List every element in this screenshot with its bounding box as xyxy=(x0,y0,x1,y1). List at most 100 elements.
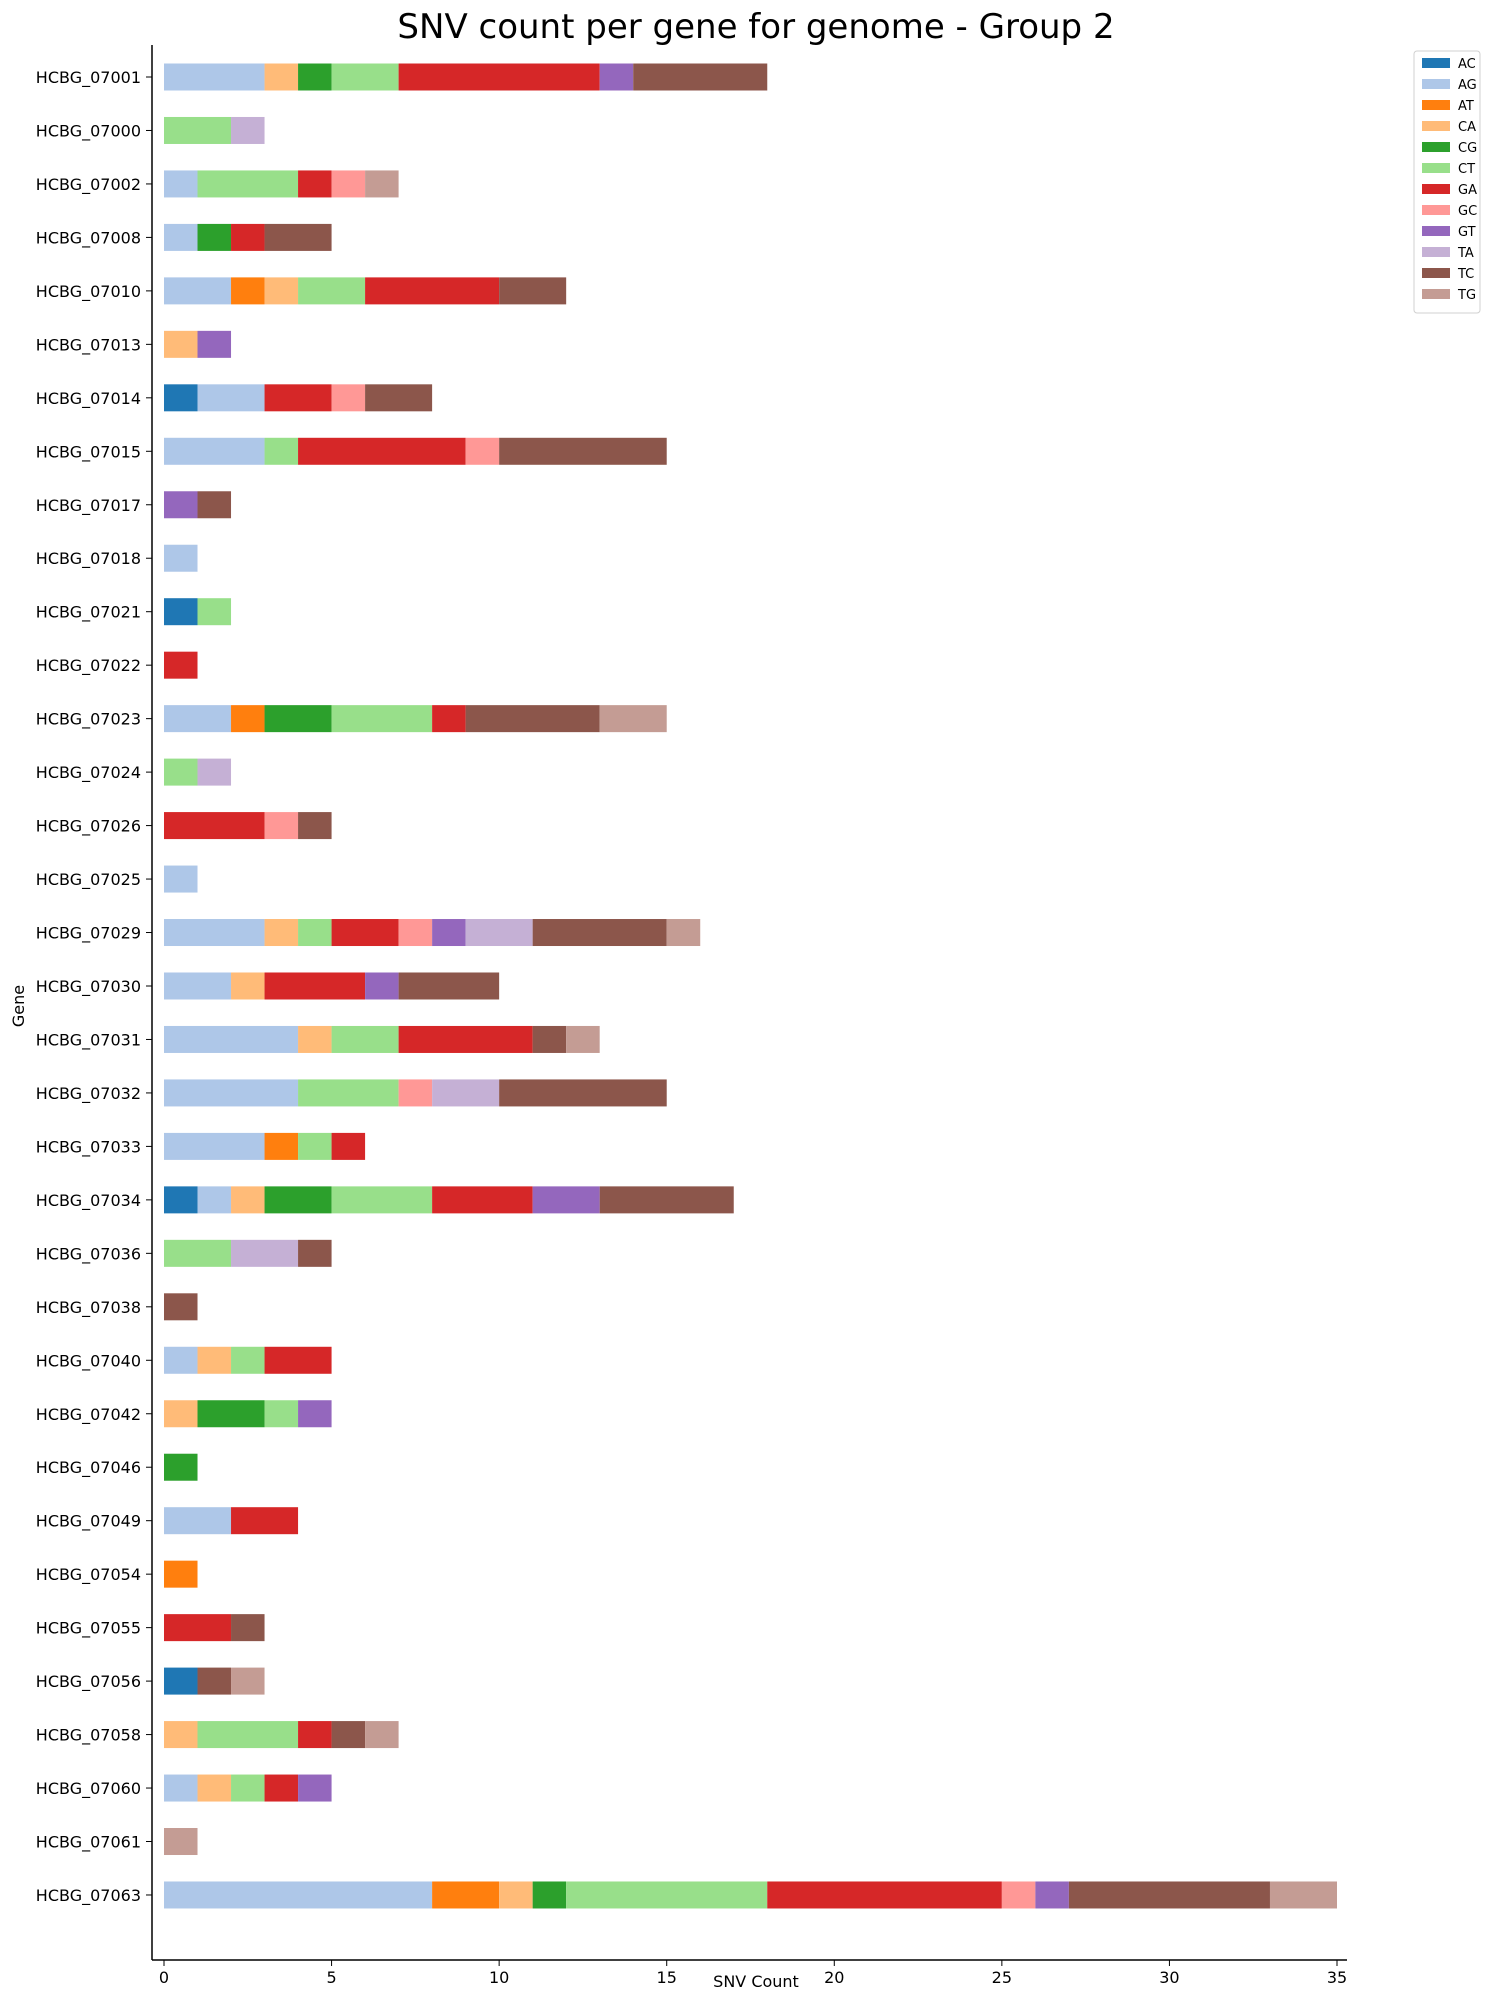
y-tick-label: HCBG_07063 xyxy=(36,1886,141,1906)
bar-segment-HCBG_07058-TC xyxy=(331,1721,366,1749)
bar-segment-HCBG_07010-CT xyxy=(298,277,366,305)
y-tick-label: HCBG_07034 xyxy=(36,1191,141,1211)
y-tick-label: HCBG_07038 xyxy=(36,1298,141,1318)
y-tick-label: HCBG_07036 xyxy=(36,1244,141,1264)
bar-segment-HCBG_07001-CA xyxy=(264,63,299,91)
bar-segment-HCBG_07055-GA xyxy=(164,1614,232,1642)
bar-segment-HCBG_07063-CG xyxy=(532,1881,567,1909)
bar-segment-HCBG_07031-AG xyxy=(164,1025,299,1053)
bar-segment-HCBG_07008-TC xyxy=(264,223,332,251)
legend-swatch-GT xyxy=(1422,226,1450,236)
y-tick-label: HCBG_07022 xyxy=(36,656,141,676)
bar-segment-HCBG_07023-AG xyxy=(164,705,232,733)
legend-swatch-CT xyxy=(1422,163,1450,173)
bar-segment-HCBG_07008-CG xyxy=(197,223,232,251)
legend-swatch-AG xyxy=(1422,79,1450,89)
x-axis-ticks: 0 5 10 15 20 25 30 35 xyxy=(159,1960,1347,1987)
y-tick-label: HCBG_07031 xyxy=(36,1030,141,1050)
bar-segment-HCBG_07029-TG xyxy=(666,919,701,947)
y-tick-label: HCBG_07040 xyxy=(36,1351,141,1371)
bar-segment-HCBG_07031-CT xyxy=(331,1025,399,1053)
bar-segment-HCBG_07023-GA xyxy=(432,705,466,733)
bar-segment-HCBG_07034-CA xyxy=(231,1186,265,1214)
bar-segment-HCBG_07063-GA xyxy=(767,1881,1002,1909)
bar-segment-HCBG_07063-TG xyxy=(1269,1881,1337,1909)
bar-segment-HCBG_07060-CA xyxy=(197,1774,232,1802)
bar-segment-HCBG_07002-CT xyxy=(197,170,299,198)
y-tick-label: HCBG_07014 xyxy=(36,389,141,409)
legend-swatch-GC xyxy=(1422,205,1450,215)
y-tick-label: HCBG_07029 xyxy=(36,924,141,944)
y-tick-label: HCBG_07024 xyxy=(36,763,141,783)
bar-segment-HCBG_07058-TG xyxy=(365,1721,399,1749)
bar-segment-HCBG_07038-TC xyxy=(164,1293,198,1321)
bar-segment-HCBG_07058-CT xyxy=(197,1721,299,1749)
y-tick-label: HCBG_07002 xyxy=(36,175,141,195)
bar-segment-HCBG_07023-AT xyxy=(231,705,265,733)
bar-segment-HCBG_07042-CT xyxy=(264,1400,299,1428)
bar-segment-HCBG_07001-CT xyxy=(331,63,399,91)
bar-segment-HCBG_07022-GA xyxy=(164,651,198,679)
bar-segment-HCBG_07018-AG xyxy=(164,544,198,572)
bar-segment-HCBG_07040-CT xyxy=(231,1346,265,1374)
bar-segment-HCBG_07002-GA xyxy=(298,170,332,198)
bar-segment-HCBG_07029-GT xyxy=(432,919,466,947)
bar-segment-HCBG_07040-GA xyxy=(264,1346,332,1374)
bar-segment-HCBG_07002-TG xyxy=(365,170,399,198)
bar-segment-HCBG_07058-CA xyxy=(164,1721,198,1749)
bar-segment-HCBG_07063-AG xyxy=(164,1881,433,1909)
bar-segment-HCBG_07021-CT xyxy=(197,598,232,626)
bar-segment-HCBG_07023-TG xyxy=(599,705,667,733)
bar-segment-HCBG_07029-GC xyxy=(398,919,433,947)
legend-swatch-GA xyxy=(1422,184,1450,194)
y-tick-label: HCBG_07060 xyxy=(36,1779,141,1799)
bar-segment-HCBG_07001-GT xyxy=(599,63,634,91)
y-tick-label: HCBG_07025 xyxy=(36,870,141,890)
y-tick-label: HCBG_07008 xyxy=(36,228,141,248)
bar-segment-HCBG_07017-TC xyxy=(197,491,232,519)
legend-label-TA: TA xyxy=(1457,246,1474,261)
bar-segment-HCBG_07034-AC xyxy=(164,1186,198,1214)
bar-segment-HCBG_07023-TC xyxy=(465,705,600,733)
bar-segment-HCBG_07023-CG xyxy=(264,705,332,733)
bar-segment-HCBG_07046-CG xyxy=(164,1453,198,1481)
bar-segment-HCBG_07036-TC xyxy=(298,1239,332,1267)
bar-segment-HCBG_07030-AG xyxy=(164,972,232,1000)
bar-segment-HCBG_07010-GA xyxy=(365,277,500,305)
bar-segment-HCBG_07030-GA xyxy=(264,972,366,1000)
y-tick-label: HCBG_07046 xyxy=(36,1458,141,1478)
bar-segment-HCBG_07030-TC xyxy=(398,972,500,1000)
y-tick-label: HCBG_07058 xyxy=(36,1726,141,1746)
bar-segment-HCBG_07049-AG xyxy=(164,1507,232,1535)
bar-segment-HCBG_07025-AG xyxy=(164,865,198,893)
y-tick-label: HCBG_07017 xyxy=(36,496,141,516)
bar-segment-HCBG_07010-AT xyxy=(231,277,265,305)
bar-segment-HCBG_07060-GA xyxy=(264,1774,299,1802)
bar-segment-HCBG_07015-GC xyxy=(465,437,500,465)
bar-segment-HCBG_07029-TC xyxy=(532,919,667,947)
legend-swatch-AT xyxy=(1422,100,1450,110)
bar-segment-HCBG_07063-TC xyxy=(1068,1881,1270,1909)
bar-segment-HCBG_07000-TA xyxy=(231,116,265,144)
bar-segment-HCBG_07008-AG xyxy=(164,223,198,251)
bar-segment-HCBG_07056-TC xyxy=(197,1667,232,1695)
legend-label-TG: TG xyxy=(1457,288,1476,303)
y-tick-label: HCBG_07023 xyxy=(36,710,141,730)
x-tick-label: 30 xyxy=(1159,1968,1179,1987)
y-tick-label: HCBG_07033 xyxy=(36,1137,141,1157)
legend-swatch-TC xyxy=(1422,268,1450,278)
bar-segment-HCBG_07033-AG xyxy=(164,1132,265,1160)
x-tick-label: 20 xyxy=(824,1968,844,1987)
legend-label-AC: AC xyxy=(1458,57,1476,72)
bar-segment-HCBG_07054-AT xyxy=(164,1560,198,1588)
y-tick-label: HCBG_07000 xyxy=(36,121,141,141)
legend-label-TC: TC xyxy=(1457,267,1474,282)
bar-segment-HCBG_07033-CT xyxy=(298,1132,332,1160)
bar-segment-HCBG_07058-GA xyxy=(298,1721,332,1749)
bar-segment-HCBG_07008-GA xyxy=(231,223,265,251)
bar-segment-HCBG_07032-TC xyxy=(499,1079,667,1107)
bars-layer xyxy=(164,63,1337,1909)
bar-segment-HCBG_07013-CA xyxy=(164,330,198,358)
bar-segment-HCBG_07060-AG xyxy=(164,1774,198,1802)
